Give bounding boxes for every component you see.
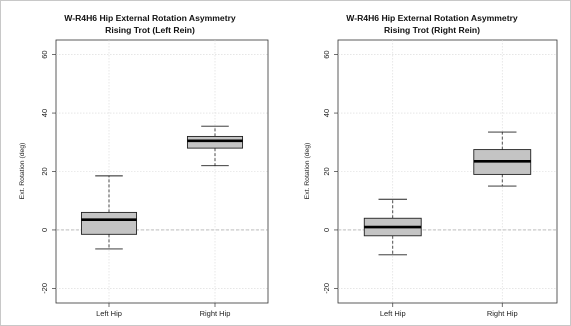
y-axis-label: Ext. Rotation (deg) — [304, 143, 311, 200]
grid-lines — [56, 40, 268, 303]
y-axis: -20 0 20 40 60 — [40, 50, 56, 294]
y-tick-label: 20 — [322, 167, 331, 175]
y-tick-label: 60 — [40, 50, 49, 58]
chart-title: W-R4H6 Hip External Rotation Asymmetry — [346, 13, 518, 23]
chart-title: W-R4H6 Hip External Rotation Asymmetry — [64, 13, 236, 23]
y-tick-label: -20 — [322, 283, 331, 294]
iqr-box — [80, 211, 138, 235]
x-tick-label: Right Hip — [200, 309, 231, 318]
box-left-hip — [363, 198, 422, 256]
box-series — [80, 125, 244, 250]
y-tick-label: 20 — [40, 167, 49, 175]
x-tick-label: Left Hip — [96, 309, 122, 318]
y-tick-label: 40 — [40, 109, 49, 117]
x-tick-label: Left Hip — [380, 309, 406, 318]
y-tick-label: 60 — [322, 50, 331, 58]
x-axis: Left Hip Right Hip — [96, 303, 230, 318]
y-axis-label: Ext. Rotation (deg) — [19, 143, 26, 200]
x-tick-label: Right Hip — [487, 309, 518, 318]
y-tick-label: -20 — [40, 283, 49, 294]
y-tick-label: 0 — [322, 228, 331, 232]
box-series — [363, 131, 532, 256]
box-right-hip — [473, 131, 532, 187]
chart-subtitle: Rising Trot (Left Rein) — [105, 25, 195, 35]
box-left-hip — [80, 175, 138, 250]
y-axis: -20 0 20 40 60 — [322, 50, 338, 294]
chart-subtitle: Rising Trot (Right Rein) — [384, 25, 480, 35]
x-axis: Left Hip Right Hip — [380, 303, 518, 318]
box-right-hip — [186, 125, 244, 167]
y-tick-label: 40 — [322, 109, 331, 117]
y-tick-label: 0 — [40, 228, 49, 232]
iqr-box — [186, 135, 244, 149]
chart-panel-left-rein: W-R4H6 Hip External Rotation Asymmetry R… — [19, 13, 269, 318]
chart-panel-right-rein: W-R4H6 Hip External Rotation Asymmetry R… — [304, 13, 558, 318]
